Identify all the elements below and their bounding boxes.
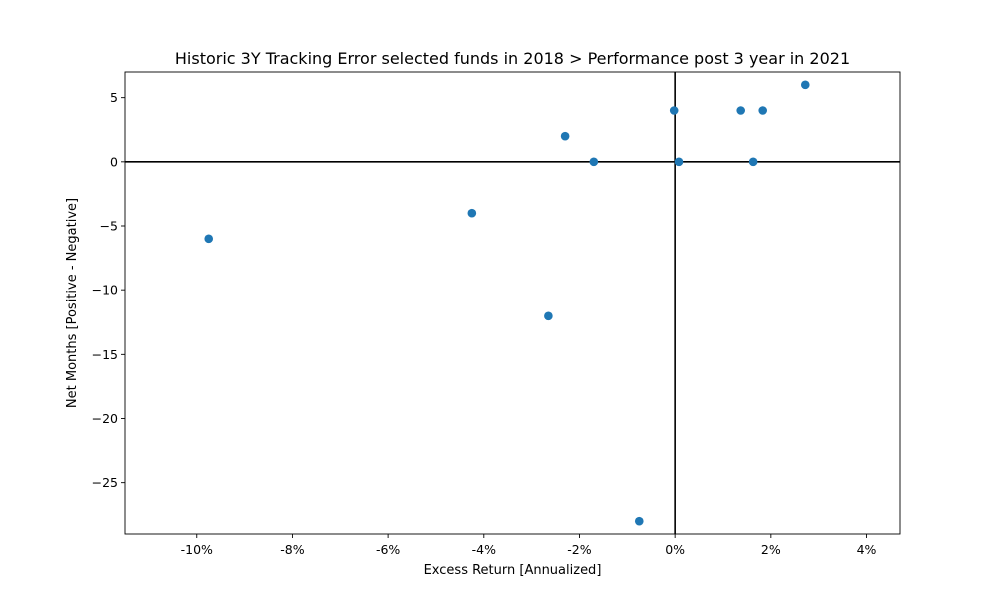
data-point (800, 80, 810, 90)
x-tick-label: -10% (181, 542, 213, 557)
x-tick-label: -4% (472, 542, 496, 557)
x-tick-label: 2% (761, 542, 781, 557)
data-point (544, 311, 553, 321)
data-point (736, 106, 745, 115)
data-point (674, 157, 684, 167)
y-tick-label: −15 (92, 347, 118, 362)
x-tick-label: 0% (665, 542, 685, 557)
data-point (560, 131, 570, 141)
y-tick-label: −5 (100, 219, 118, 234)
y-axis-label: Net Months [Positive - Negative] (65, 198, 80, 408)
x-tick-label: -8% (280, 542, 304, 557)
y-tick-label: −25 (92, 475, 118, 490)
x-tick-label: -6% (376, 542, 400, 557)
x-tick-label: -2% (567, 542, 591, 557)
data-point (758, 106, 768, 115)
x-tick-label: 4% (857, 542, 877, 557)
data-point (589, 157, 599, 167)
data-point (669, 106, 679, 115)
data-point (204, 234, 214, 244)
y-tick-label: 0 (110, 154, 118, 169)
y-tick-label: 5 (110, 90, 118, 105)
data-point (634, 516, 644, 526)
data-point (748, 157, 758, 167)
x-axis-label: Excess Return [Annualized] (424, 563, 602, 578)
y-tick-label: −20 (92, 411, 118, 426)
data-point (467, 208, 477, 218)
plot-area: -10% -8% -6% -4% -2% 0% 2% 4% 5 0 −5 −10 −15 −20 −25 (92, 71, 901, 557)
plot-frame (124, 71, 901, 535)
y-tick-label: −10 (92, 283, 118, 298)
chart-title: Historic 3Y Tracking Error selected fund… (175, 49, 850, 68)
